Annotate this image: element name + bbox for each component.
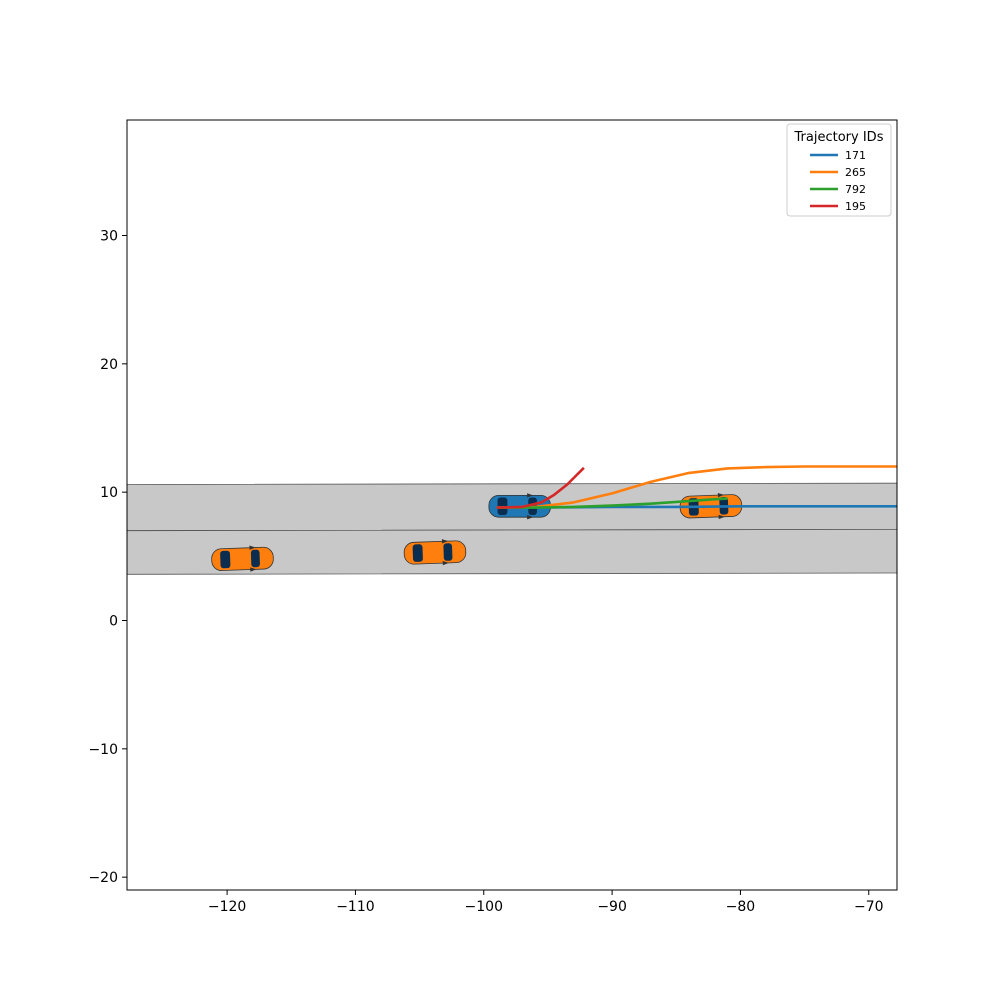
series-line-792 <box>496 497 728 509</box>
legend: Trajectory IDs 171 265 792 195 <box>786 123 892 217</box>
legend-label-792: 792 <box>845 183 866 196</box>
legend-box <box>786 123 892 217</box>
y-tick-label: −20 <box>88 870 118 886</box>
legend-label-171: 171 <box>845 149 866 162</box>
x-tick-label: −100 <box>465 899 503 915</box>
axes-frame <box>126 119 898 891</box>
y-tick-label: 30 <box>100 229 118 245</box>
legend-title: Trajectory IDs <box>794 130 884 145</box>
x-tick-label: −110 <box>336 899 374 915</box>
x-tick-label: −70 <box>854 899 884 915</box>
x-tick-label: −120 <box>208 899 246 915</box>
y-tick-label: 0 <box>109 614 118 630</box>
series-line-195 <box>496 466 585 509</box>
y-axis: −20 −10 0 10 20 30 <box>88 229 127 886</box>
y-tick-label: −10 <box>88 742 118 758</box>
x-axis: −120 −110 −100 −90 −80 −70 <box>208 890 884 915</box>
y-tick-label: 20 <box>100 357 118 373</box>
legend-label-265: 265 <box>845 166 866 179</box>
legend-label-195: 195 <box>845 200 866 213</box>
vehicle <box>211 545 274 572</box>
vehicle <box>403 539 467 566</box>
y-tick-label: 10 <box>100 485 118 501</box>
x-tick-label: −80 <box>726 899 756 915</box>
trajectories <box>496 465 897 509</box>
x-tick-label: −90 <box>597 899 627 915</box>
series-line-265 <box>496 465 897 509</box>
road-lane <box>127 528 897 575</box>
